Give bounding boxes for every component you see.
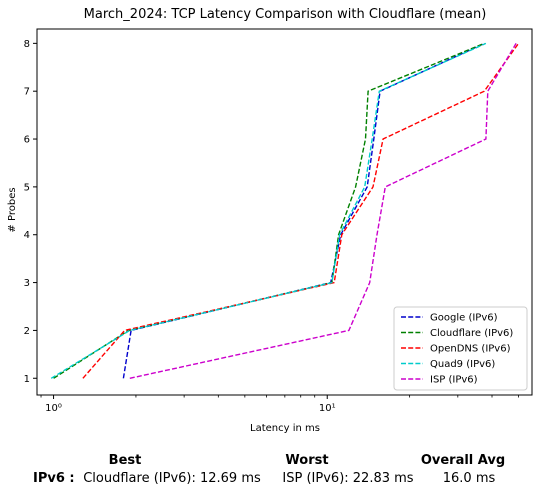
summary-row-label: IPv6 : <box>33 471 75 486</box>
y-tick-label: 5 <box>24 182 30 193</box>
y-tick-label: 6 <box>24 135 30 146</box>
summary-header-worst: Worst <box>285 453 329 468</box>
x-axis-label: Latency in ms <box>250 423 320 434</box>
y-tick-label: 8 <box>24 39 30 50</box>
legend-label-2: OpenDNS (IPv6) <box>430 344 511 355</box>
y-tick-label: 3 <box>24 278 30 289</box>
summary-header-best: Best <box>108 453 142 468</box>
x-tick-label: 10¹ <box>319 403 336 414</box>
legend-label-3: Quad9 (IPv6) <box>430 359 495 370</box>
series-line-4 <box>129 43 517 379</box>
y-tick-label: 2 <box>24 326 30 337</box>
x-tick-label: 10⁰ <box>45 403 62 414</box>
legend: Google (IPv6) Cloudflare (IPv6) OpenDNS (I… <box>393 306 528 391</box>
legend-frame <box>393 306 528 391</box>
y-tick-label: 4 <box>24 230 30 241</box>
summary-header-overall-avg: Overall Avg <box>420 453 506 468</box>
y-axis-label: # Probes <box>7 187 18 232</box>
legend-label-1: Cloudflare (IPv6) <box>430 328 513 339</box>
series-line-2 <box>82 42 520 379</box>
legend-label-0: Google (IPv6) <box>430 313 498 324</box>
latency-chart: March_2024: TCP Latency Comparison with … <box>7 7 533 434</box>
summary-best-value: Cloudflare (IPv6): 12.69 ms <box>83 471 261 486</box>
summary-table: Best Worst Overall Avg IPv6 : Cloudflare… <box>0 446 541 494</box>
summary-avg-value: 16.0 ms <box>442 471 496 486</box>
series-layer <box>50 42 520 379</box>
y-tick-label: 1 <box>24 374 30 385</box>
chart-title: March_2024: TCP Latency Comparison with … <box>84 7 487 22</box>
series-line-3 <box>50 42 487 379</box>
summary-worst-value: ISP (IPv6): 22.83 ms <box>282 471 414 486</box>
legend-label-4: ISP (IPv6) <box>430 375 478 386</box>
y-tick-label: 7 <box>24 87 30 98</box>
ticks-layer: 1 2 3 4 5 6 7 8 10⁰ 10¹ <box>24 39 519 414</box>
